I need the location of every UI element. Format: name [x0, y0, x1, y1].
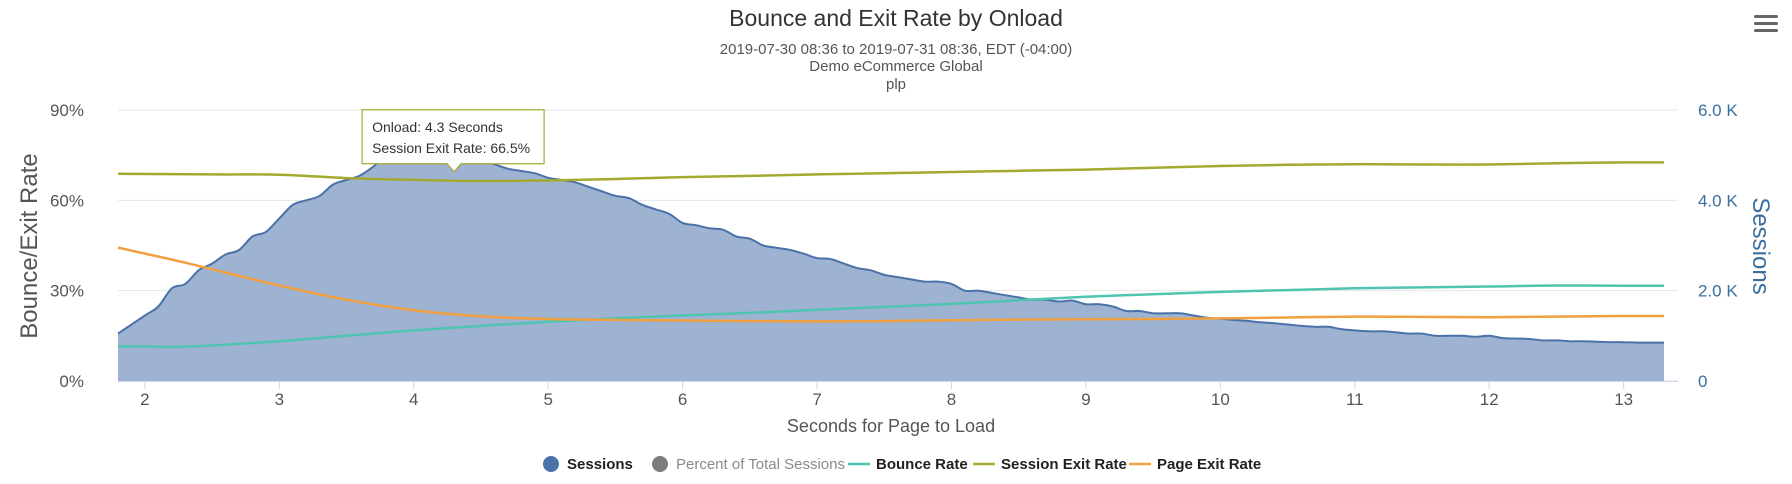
bounce-rate-line [117, 284, 1665, 349]
x-tick-label: 6 [678, 390, 687, 409]
legend-item-page-exit-rate[interactable]: Page Exit Rate [1129, 456, 1261, 473]
x-tick-label: 11 [1346, 390, 1364, 409]
x-tick-label: 2 [140, 390, 149, 409]
legend-marker-percent-of-total-sessions [652, 456, 668, 472]
y-left-tick-label: 60% [50, 191, 84, 210]
chart-subtitle-site: Demo eCommerce Global [809, 58, 982, 75]
y-left-tick-label: 90% [50, 101, 84, 120]
tooltip-line-exit-rate: Session Exit Rate: 66.5% [372, 140, 530, 156]
y-axis-title-right: Sessions [1747, 197, 1774, 294]
chart-subtitle-pagetype: plp [886, 76, 906, 93]
tooltip-box [361, 109, 545, 173]
y-axis-title-left: Bounce/Exit Rate [16, 153, 43, 338]
sessions-area [118, 146, 1664, 381]
legend-label-page-exit-rate: Page Exit Rate [1157, 456, 1261, 473]
legend-item-percent-of-total-sessions[interactable]: Percent of Total Sessions [652, 456, 845, 473]
legend-label-bounce-rate: Bounce Rate [876, 456, 968, 473]
legend-label-percent-of-total-sessions: Percent of Total Sessions [676, 456, 845, 473]
y-right-tick-label: 6.0 K [1698, 101, 1738, 120]
x-tick-label: 5 [543, 390, 552, 409]
x-tick-label: 4 [409, 390, 418, 409]
y-right-tick-label: 4.0 K [1698, 191, 1738, 210]
x-axis-title: Seconds for Page to Load [787, 416, 995, 436]
legend-label-session-exit-rate: Session Exit Rate [1001, 456, 1127, 473]
y-left-tick-label: 0% [59, 372, 84, 391]
x-tick-label: 13 [1614, 390, 1633, 409]
x-tick-label: 10 [1211, 390, 1230, 409]
x-tick-label: 9 [1081, 390, 1090, 409]
y-left-tick-label: 30% [50, 282, 84, 301]
chart-title: Bounce and Exit Rate by Onload [729, 5, 1063, 31]
y-right-tick-label: 0 [1698, 372, 1707, 391]
x-tick-label: 8 [947, 390, 956, 409]
legend-item-bounce-rate[interactable]: Bounce Rate [848, 456, 968, 473]
x-tick-label: 3 [275, 390, 284, 409]
legend-marker-sessions [543, 456, 559, 472]
y-right-tick-label: 2.0 K [1698, 282, 1738, 301]
session-exit-rate-line [117, 161, 1665, 183]
x-tick-label: 7 [812, 390, 821, 409]
legend-item-session-exit-rate[interactable]: Session Exit Rate [973, 456, 1127, 473]
chart-menu-icon[interactable] [1754, 12, 1778, 34]
legend-item-sessions[interactable]: Sessions [543, 456, 633, 473]
chart-subtitle-daterange: 2019-07-30 08:36 to 2019-07-31 08:36, ED… [720, 41, 1072, 58]
tooltip-line-onload: Onload: 4.3 Seconds [372, 119, 503, 135]
page-exit-rate-line [117, 246, 1665, 323]
x-tick-label: 12 [1480, 390, 1499, 409]
legend-label-sessions: Sessions [567, 456, 633, 473]
